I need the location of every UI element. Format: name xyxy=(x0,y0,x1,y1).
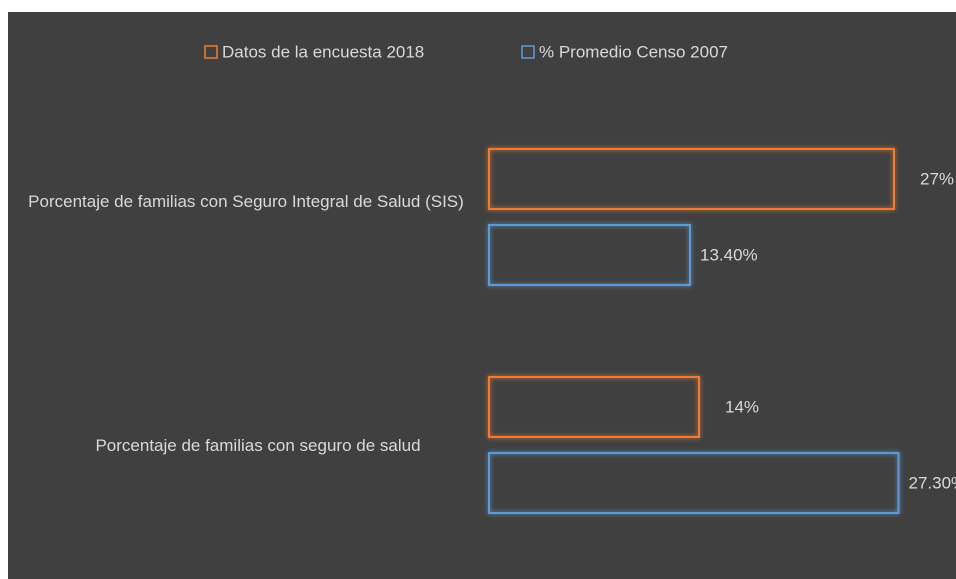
legend-swatch xyxy=(521,45,535,59)
value-label: 27.30% xyxy=(909,473,956,492)
legend-swatch xyxy=(204,45,218,59)
bar xyxy=(488,224,691,286)
bar xyxy=(488,452,900,514)
bar xyxy=(488,376,700,438)
value-label: 14% xyxy=(725,397,759,416)
value-label: 13.40% xyxy=(700,245,758,264)
category-label: Porcentaje de familias con Seguro Integr… xyxy=(28,192,464,211)
chart-area xyxy=(8,12,956,579)
legend-label: Datos de la encuesta 2018 xyxy=(222,42,424,61)
bar xyxy=(488,148,895,210)
value-label: 27% xyxy=(920,169,954,188)
category-label: Porcentaje de familias con seguro de sal… xyxy=(95,436,421,455)
legend-label: % Promedio Censo 2007 xyxy=(539,42,728,61)
